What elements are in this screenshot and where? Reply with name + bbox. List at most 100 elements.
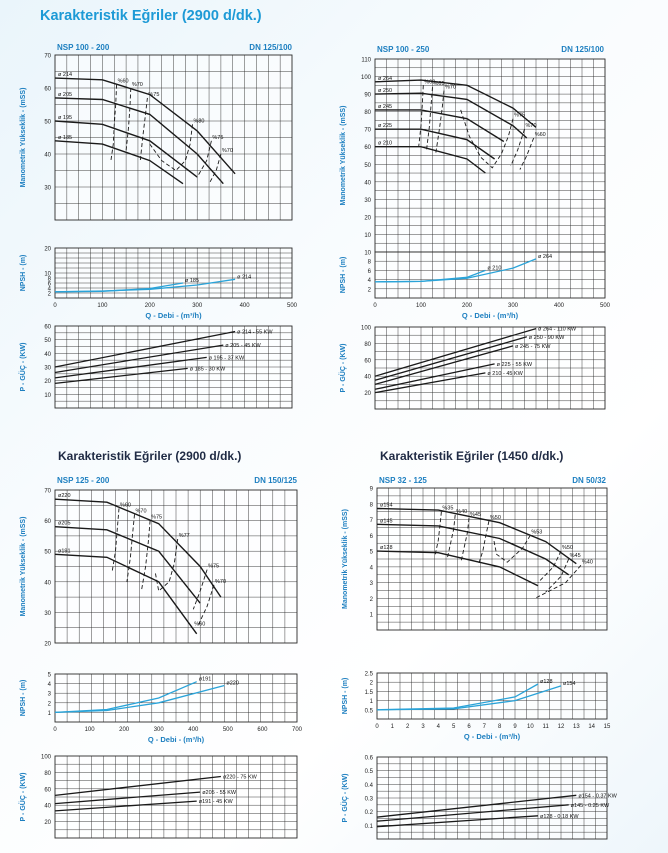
nsp100-200-x-tick-label: 200 — [145, 303, 156, 309]
nsp32-125-npsh-series-label: ø154 — [563, 681, 576, 687]
nsp100-200-power-tick-label: 10 — [44, 393, 51, 399]
nsp100-200-npsh-tick-label: 6 — [48, 282, 52, 288]
nsp32-125-power-curve — [376, 815, 539, 828]
nsp100-200-power-axis-label: P - GÜÇ - (KW) — [18, 343, 27, 392]
nsp125-200-dn-label: DN 150/125 — [254, 476, 297, 485]
nsp125-200-npsh-axis-label: NPSH - (m) — [20, 680, 27, 717]
nsp100-200-dn-label: DN 125/100 — [249, 43, 292, 52]
nsp32-125-head-tick-label: 9 — [370, 487, 374, 493]
nsp32-125-efficiency-label: %40 — [582, 559, 593, 565]
nsp100-200-efficiency-label: %70 — [132, 82, 143, 88]
nsp100-250-power-series-label: ø 225 - 55 KW — [497, 362, 533, 368]
nsp100-200-power-tick-label: 60 — [44, 325, 51, 331]
nsp32-125-x-tick-label: 4 — [437, 724, 441, 730]
nsp100-250-head-tick-label: 70 — [364, 128, 371, 134]
nsp100-200-power-series-label: ø 205 - 45 KW — [225, 343, 261, 349]
nsp125-200-head-tick-label: 70 — [44, 489, 51, 495]
nsp100-250-efficiency-curve — [418, 85, 424, 147]
nsp32-125-x-tick-label: 3 — [421, 724, 425, 730]
nsp32-125-power-tick-label: 0.5 — [365, 769, 374, 775]
nsp32-125-head-curve — [376, 550, 539, 587]
nsp125-200-head-tick-label: 40 — [44, 580, 51, 586]
nsp100-200-npsh-tick-label: 2 — [48, 292, 52, 298]
nsp100-250-power-series-label: ø 245 - 75 KW — [515, 344, 551, 350]
nsp32-125-x-tick-label: 5 — [452, 724, 456, 730]
nsp100-200-x-axis-label: Q - Debi - (m³/h) — [145, 311, 202, 320]
nsp32-125-npsh-tick-label: 2 — [370, 681, 374, 687]
nsp100-200-npsh-series-label: ø 214 — [237, 274, 251, 280]
nsp125-200-power-curve — [54, 791, 201, 805]
nsp125-200-power-series-label: ø220 - 75 KW — [223, 775, 258, 781]
nsp32-125-npsh-curve — [376, 685, 562, 711]
nsp32-125-efficiency-label: %35 — [442, 506, 453, 512]
nsp100-250-head-tick-label: 20 — [364, 215, 371, 221]
nsp125-200-power-tick-label: 20 — [44, 820, 51, 826]
nsp32-125-x-tick-label: 11 — [543, 724, 550, 730]
nsp125-200-power-tick-label: 60 — [44, 787, 51, 793]
nsp100-250-power-curve — [374, 327, 537, 377]
nsp100-200-head-curve — [54, 120, 198, 178]
nsp100-200-head-tick-label: 60 — [44, 87, 51, 93]
nsp125-200-head-tick-label: 30 — [44, 611, 51, 617]
nsp125-200-head-curve — [54, 526, 201, 604]
nsp125-200-efficiency-curve — [111, 508, 120, 573]
nsp32-125-head-axis-label: Manometrik Yükseklik - (mSS) — [342, 509, 349, 609]
nsp100-250-head-tick-label: 60 — [364, 145, 371, 151]
nsp125-200-power-series-label: ø205 - 55 KW — [202, 790, 237, 796]
nsp100-200-power-series-label: ø 185 - 30 KW — [190, 366, 226, 372]
nsp100-250-power-tick-label: 100 — [361, 326, 372, 332]
nsp100-250-power-tick-label: 80 — [364, 342, 371, 348]
nsp125-200-power-tick-label: 40 — [44, 804, 51, 810]
nsp100-200-efficiency-curve — [196, 140, 212, 178]
nsp32-125-head-tick-label: 8 — [370, 502, 374, 508]
nsp125-200-x-tick-label: 600 — [257, 727, 268, 733]
nsp32-125-head-tick-label: 5 — [370, 550, 374, 556]
nsp100-200-power-curve — [54, 330, 236, 368]
nsp100-200-npsh-curve — [54, 278, 236, 293]
nsp32-125-efficiency-curve — [545, 558, 570, 593]
nsp32-125-power-tick-label: 0.1 — [365, 824, 374, 830]
nsp100-200-head-curve — [54, 77, 236, 175]
nsp125-200-efficiency-label: %70 — [136, 508, 147, 514]
nsp32-125-npsh-tick-label: 2.5 — [365, 672, 374, 678]
nsp32-125-x-tick-label: 12 — [558, 724, 565, 730]
nsp32-125-power-curve — [376, 804, 569, 822]
nsp100-200-efficiency-curve — [149, 124, 193, 172]
nsp100-200-x-tick-label: 100 — [97, 303, 108, 309]
nsp100-250-head-tick-label: 80 — [364, 110, 371, 116]
nsp100-250-power-tick-label: 60 — [364, 358, 371, 364]
nsp100-250-efficiency-label: %70 — [445, 85, 456, 91]
nsp32-125-head-curve — [376, 523, 570, 576]
nsp32-125-x-tick-label: 9 — [513, 724, 517, 730]
nsp100-200-power-curve — [54, 344, 224, 374]
nsp32-125-power-series-label: ø154 - 0.37 KW — [578, 793, 617, 799]
nsp100-200-head-series-label: ø 195 — [58, 115, 72, 121]
nsp32-125-x-tick-label: 0 — [375, 724, 379, 730]
section-title-bottom-left: Karakteristik Eğriler (2900 d/dk.) — [58, 449, 242, 463]
nsp100-250-head-curve — [374, 79, 537, 128]
nsp32-125-x-tick-label: 10 — [527, 724, 534, 730]
nsp125-200-head-tick-label: 50 — [44, 550, 51, 556]
nsp100-250-npsh-tick-label: 2 — [368, 287, 372, 293]
nsp100-200-power-curve — [54, 367, 188, 385]
nsp100-200-efficiency-label: %60 — [118, 79, 129, 85]
nsp125-200-npsh-tick-label: 3 — [48, 692, 52, 698]
nsp125-200-x-tick-label: 700 — [292, 727, 303, 733]
nsp100-200-efficiency-label: %75 — [148, 92, 159, 98]
nsp125-200-x-tick-label: 100 — [85, 727, 96, 733]
nsp125-200-x-tick-label: 300 — [154, 727, 165, 733]
nsp100-250-power-curve — [374, 345, 514, 386]
nsp125-200-efficiency-label: %60 — [120, 502, 131, 508]
nsp100-200-head-tick-label: 70 — [44, 54, 51, 60]
nsp125-200-head-tick-label: 60 — [44, 519, 51, 525]
nsp100-250-efficiency-curve — [426, 87, 433, 151]
nsp100-200-power-tick-label: 30 — [44, 366, 51, 372]
nsp100-250-head-series-label: ø 245 — [378, 104, 392, 110]
nsp100-250-npsh-curve — [374, 258, 537, 283]
nsp32-125-x-tick-label: 6 — [467, 724, 471, 730]
nsp100-250-power-tick-label: 20 — [364, 391, 371, 397]
nsp100-250-efficiency-label: %70 — [526, 123, 537, 129]
nsp125-200-power-axis-label: P - GÜÇ - (KW) — [18, 773, 27, 822]
nsp100-250-power-curve — [374, 336, 527, 381]
nsp100-250-head-curve — [375, 146, 486, 174]
